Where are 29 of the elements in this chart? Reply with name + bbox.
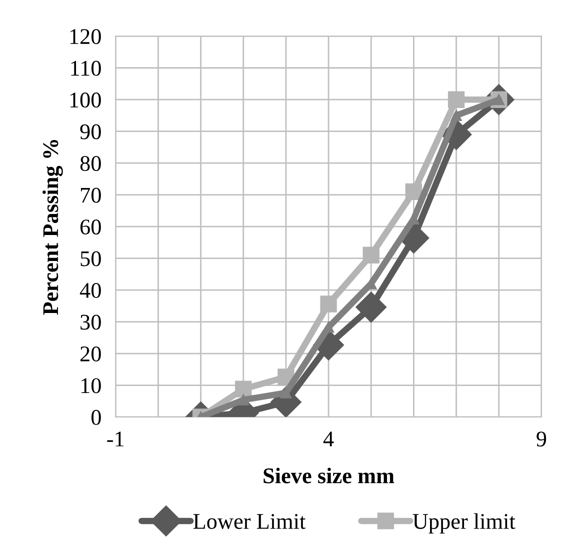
y-tick-label: 0 xyxy=(91,410,101,425)
y-tick-label: 20 xyxy=(80,346,101,362)
y-tick-label: 40 xyxy=(80,282,101,298)
point xyxy=(362,246,380,264)
y-tick-label: 60 xyxy=(80,220,101,234)
y-tick-label: 90 xyxy=(80,124,101,140)
y-tick-label: 100 xyxy=(70,92,101,108)
point xyxy=(450,110,462,122)
y-tick-label: 50 xyxy=(80,251,101,266)
point xyxy=(320,296,337,312)
x-axis-title: Sieve size mm xyxy=(264,468,394,484)
x-tick-label: 9 xyxy=(536,432,546,447)
point xyxy=(405,183,422,200)
y-tick-label: 10 xyxy=(81,378,101,394)
y-axis-title: Percent Passing % xyxy=(42,140,63,315)
point xyxy=(235,380,252,398)
y-tick-label: 70 xyxy=(80,188,101,203)
y-tick-label: 110 xyxy=(71,60,101,76)
point xyxy=(280,387,292,398)
point xyxy=(448,91,465,108)
y-tick-label: 30 xyxy=(80,314,101,330)
y-tick-label: 80 xyxy=(80,156,101,172)
point xyxy=(356,292,387,323)
point xyxy=(238,394,249,406)
y-tick-label: 120 xyxy=(70,29,101,44)
x-tick-label: -1 xyxy=(107,432,124,446)
legend-label: Lower Limit xyxy=(193,514,306,529)
x-tick-label: 4 xyxy=(323,432,334,446)
legend-label: Upper limit xyxy=(412,513,516,534)
